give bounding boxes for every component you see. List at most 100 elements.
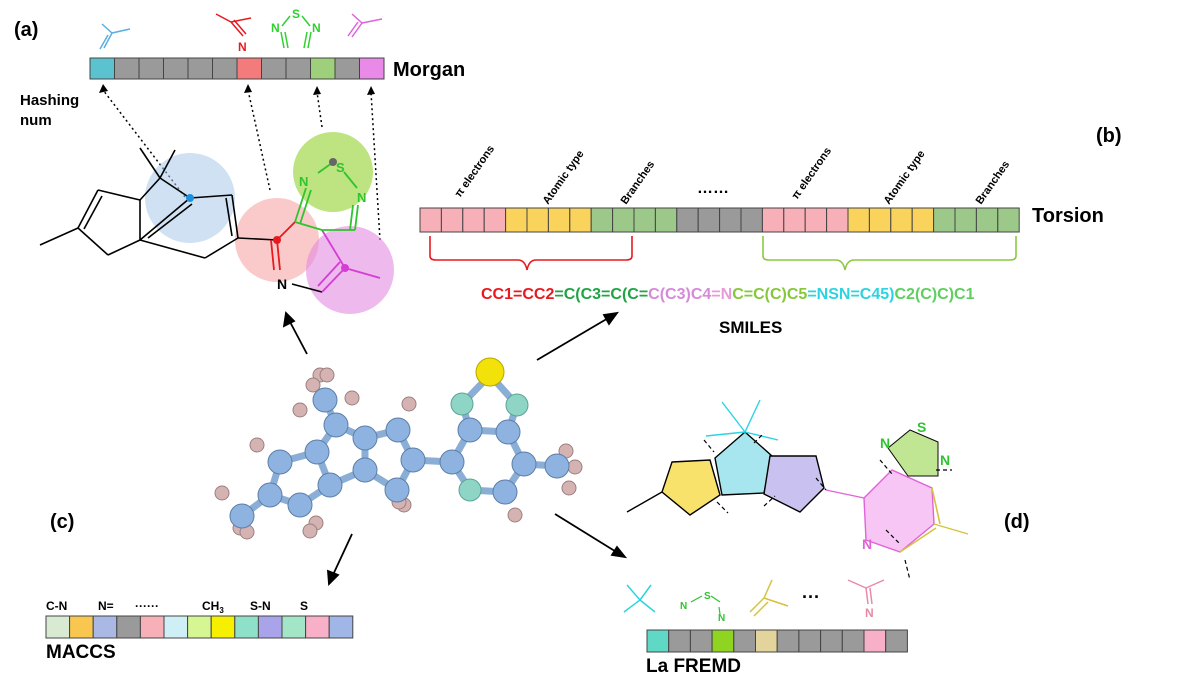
maccs-key-s: S (300, 599, 308, 613)
torsion-bit (975, 207, 999, 233)
fragment-icon-isopropylidene-blue (99, 23, 131, 50)
torsion-bit (847, 207, 870, 233)
atom-label-n: N (680, 601, 687, 612)
panel-label-d: (d) (1004, 511, 1030, 533)
smiles-segment: C(C3)C4 (648, 286, 711, 303)
torsion-bit (804, 207, 828, 233)
fragment-icon-imine-red (215, 13, 252, 37)
torsion-header-branches: Branches (974, 159, 1013, 207)
fragment-icon-thiadiazole-small (690, 595, 721, 615)
molecule-2d-structure (39, 147, 278, 259)
torsion-bit (676, 207, 699, 233)
ring-pink (863, 469, 935, 553)
fragment-icon-tertbutyl-cyan (623, 584, 656, 613)
torsion-bit (569, 207, 592, 233)
morgan-bit (138, 57, 164, 80)
atom-label-n: N (865, 606, 874, 620)
torsion-bit (505, 207, 528, 233)
atom-label-n: N (718, 613, 725, 624)
torsion-headers: π electrons Atomic type Branches π elect… (453, 143, 1013, 206)
atom-label-s: S (704, 591, 711, 602)
smiles-segment: C=C(C)C5 (732, 286, 807, 303)
fragment-structure-d: N S N N (626, 399, 969, 581)
panel-label-c: (c) (50, 511, 74, 533)
atom-label-n: N (238, 40, 247, 54)
atom-label-n: N (940, 452, 950, 468)
maccs-bit (69, 615, 94, 639)
torsion-bit (419, 207, 442, 233)
morgan-bit (261, 57, 287, 80)
torsion-bit (719, 207, 742, 233)
atom-label-n: N (862, 536, 872, 552)
ring-cyan (714, 431, 773, 496)
torsion-bit (933, 207, 956, 233)
maccs-bit (92, 615, 118, 639)
smiles-segment: C2(C)C)C1 (894, 286, 974, 303)
torsion-bit (440, 207, 464, 233)
torsion-bit (761, 207, 785, 233)
smiles-segment: =N (711, 286, 732, 303)
morgan-bit (310, 57, 336, 80)
morgan-arrowheads (99, 84, 375, 95)
morgan-bit (359, 57, 385, 80)
morgan-bit (212, 57, 238, 80)
torsion-header-pi-electrons: π electrons (790, 145, 834, 201)
morgan-mapping-arrows (102, 89, 381, 241)
maccs-bit (234, 615, 259, 639)
torsion-bit (633, 207, 656, 233)
maccs-label: MACCS (46, 642, 116, 663)
molecule-3d-model (214, 357, 583, 540)
panel-label-a: (a) (14, 19, 38, 41)
lafremd-dots: ··· (802, 587, 820, 607)
torsion-bit (612, 207, 635, 233)
fragment-icon-isopropenyl-pink (347, 13, 383, 38)
atom-label-n: N (277, 276, 287, 292)
maccs-bit (210, 615, 236, 639)
morgan-bit (236, 57, 262, 80)
lafremd-bitvector (646, 629, 908, 653)
torsion-bit (783, 207, 806, 233)
fragment-icon-isopropenyl-yellow (749, 579, 789, 617)
molecule-red-fragment (270, 221, 296, 271)
torsion-header-pi-electrons: π electrons (453, 143, 497, 199)
smiles-segment: =C(C3=C(C= (554, 286, 648, 303)
morgan-bit (187, 57, 213, 80)
atom-label-n: N (357, 190, 366, 205)
maccs-bit (187, 615, 212, 639)
atom-label-n: N (880, 435, 890, 451)
brace-green (762, 236, 1017, 271)
maccs-bit (45, 615, 71, 639)
lafremd-bit (733, 629, 756, 653)
torsion-bit (547, 207, 571, 233)
panel-label-b: (b) (1096, 125, 1122, 147)
fragment-icon-thiadiazole-green (280, 15, 312, 49)
morgan-label: Morgan (393, 59, 465, 81)
maccs-bit (305, 615, 330, 639)
torsion-label: Torsion (1032, 205, 1104, 227)
lafremd-bit (711, 629, 735, 653)
lafremd-bit (646, 629, 670, 653)
maccs-keys: C-N N= ······ CH3 S-N S (46, 599, 308, 615)
molecule-pink-fragment (317, 229, 381, 293)
ring-yellow (661, 459, 721, 516)
maccs-key-ellipsis: ······ (135, 599, 159, 613)
torsion-ellipsis: …… (697, 180, 729, 197)
atom-dot-blue (186, 194, 194, 202)
atom-dot-gray (329, 158, 337, 166)
torsion-bit (740, 207, 763, 233)
morgan-bit (114, 57, 140, 80)
maccs-bit (116, 615, 141, 639)
atom-dot-red (273, 236, 281, 244)
molecule-ring-bonds (291, 283, 323, 293)
maccs-key-ch3-subscript: 3 (219, 606, 224, 615)
maccs-bit (139, 615, 165, 639)
torsion-bit (954, 207, 977, 233)
lafremd-bit (776, 629, 800, 653)
torsion-bit (997, 207, 1020, 233)
maccs-bitvector (45, 615, 354, 639)
atom-dot-pink (341, 264, 349, 272)
maccs-key-ch3: CH3 (202, 599, 224, 615)
maccs-key-n-double: N= (98, 599, 114, 613)
lafremd-bit (863, 629, 887, 653)
smiles-label: SMILES (719, 318, 782, 337)
